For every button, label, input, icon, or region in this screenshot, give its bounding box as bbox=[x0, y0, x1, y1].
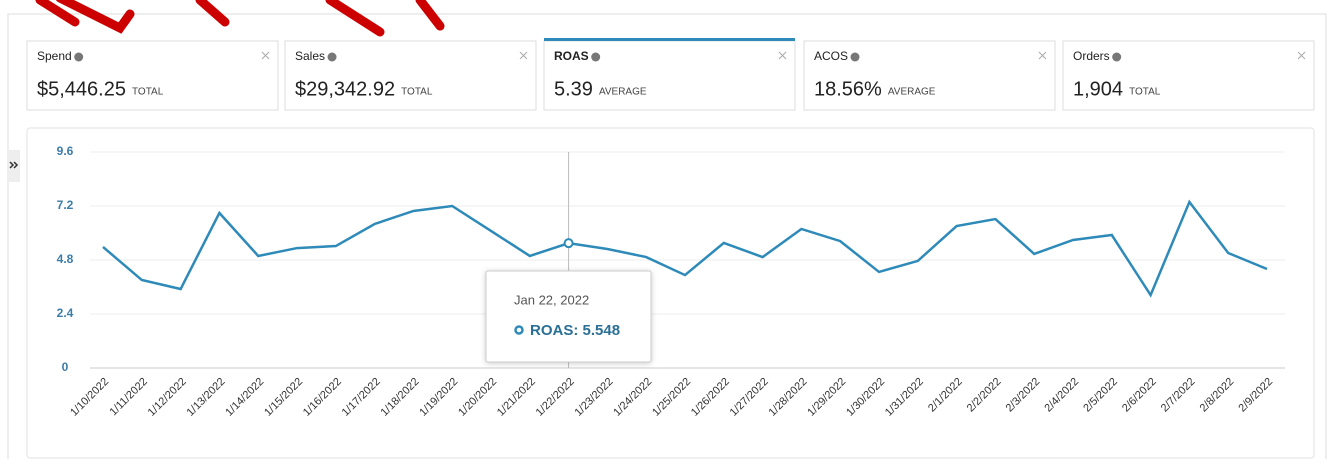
y-tick-label: 7.2 bbox=[57, 198, 74, 212]
info-icon bbox=[1112, 53, 1121, 62]
metric-kind: TOTAL bbox=[1129, 87, 1161, 98]
metric-kind: TOTAL bbox=[132, 87, 164, 98]
metric-value: 5.39 bbox=[554, 78, 593, 100]
metric-kind: AVERAGE bbox=[599, 87, 647, 98]
sidebar-toggle[interactable] bbox=[8, 150, 20, 182]
selected-bar bbox=[544, 38, 795, 41]
info-icon bbox=[74, 53, 83, 62]
metric-name: ROAS bbox=[554, 49, 589, 63]
metric-name: Orders bbox=[1073, 49, 1110, 63]
metric-name: ACOS bbox=[814, 49, 848, 63]
cards: Spend $5,446.25 TOTAL Sales $29,342.92 TOTAL R… bbox=[27, 38, 1314, 110]
tooltip-value: ROAS: 5.548 bbox=[530, 322, 620, 339]
metric-name: Sales bbox=[295, 49, 325, 63]
metric-card[interactable]: Sales $29,342.92 TOTAL bbox=[285, 41, 536, 110]
metric-value: $5,446.25 bbox=[37, 78, 126, 100]
metric-kind: TOTAL bbox=[401, 87, 433, 98]
hover-point bbox=[565, 239, 573, 247]
info-icon bbox=[591, 53, 600, 62]
y-tick-label: 2.4 bbox=[57, 306, 74, 320]
metric-card[interactable]: Orders 1,904 TOTAL bbox=[1063, 41, 1314, 110]
metric-card[interactable]: Spend $5,446.25 TOTAL bbox=[27, 41, 278, 110]
page: Spend $5,446.25 TOTAL Sales $29,342.92 TOTAL R… bbox=[0, 0, 1330, 459]
metric-value: 1,904 bbox=[1073, 78, 1123, 100]
metric-card[interactable]: ROAS 5.39 AVERAGE bbox=[544, 38, 795, 110]
screen: Spend $5,446.25 TOTAL Sales $29,342.92 TOTAL R… bbox=[0, 0, 1330, 459]
info-icon bbox=[851, 53, 860, 62]
tooltip-date: Jan 22, 2022 bbox=[514, 292, 589, 307]
tooltip: Jan 22, 2022 ROAS: 5.548 bbox=[486, 271, 651, 362]
chart-box bbox=[27, 128, 1314, 458]
metric-card[interactable]: ACOS 18.56% AVERAGE bbox=[804, 41, 1055, 110]
y-tick-label: 0 bbox=[62, 360, 69, 374]
metric-value: 18.56% bbox=[814, 78, 882, 100]
y-tick-label: 4.8 bbox=[57, 252, 74, 266]
metric-value: $29,342.92 bbox=[295, 78, 395, 100]
info-icon bbox=[328, 53, 337, 62]
tooltip-marker bbox=[516, 327, 523, 334]
metric-name: Spend bbox=[37, 49, 72, 63]
metric-kind: AVERAGE bbox=[888, 87, 936, 98]
tooltip-bg bbox=[486, 271, 651, 362]
y-tick-label: 9.6 bbox=[57, 144, 74, 158]
